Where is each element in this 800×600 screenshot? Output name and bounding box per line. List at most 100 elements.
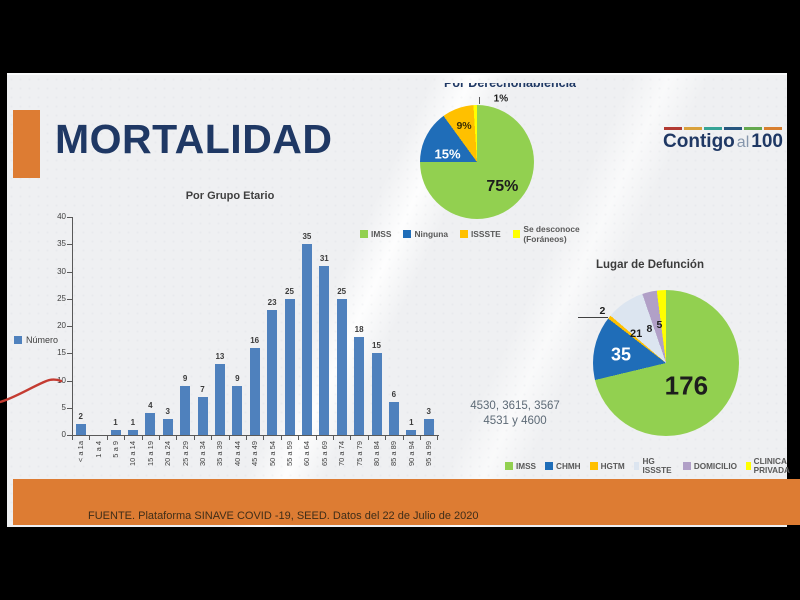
x-category-label-text: 55 a 59 — [285, 441, 294, 467]
legend-item-Ninguna: Ninguna — [403, 229, 448, 239]
note-line-2: 4531 y 4600 — [483, 415, 547, 427]
x-tick-mark — [124, 435, 126, 440]
x-tick-mark — [280, 435, 282, 440]
legend-swatch — [403, 230, 412, 238]
x-category-label-text: 85 a 89 — [389, 441, 399, 467]
logo-line-segment — [684, 127, 702, 130]
x-tick-mark — [228, 435, 230, 440]
bar-value-label: 13 — [215, 352, 225, 362]
pie-label-DOMICILIO: 8 — [646, 323, 653, 336]
pie2-legend: IMSS CHMH HGTM HG ISSSTE DOMICILIO CLINICA PR… — [505, 457, 795, 475]
legend-label: HGTM — [600, 461, 625, 471]
x-tick-mark — [141, 435, 143, 440]
bar-chart-title: Por Grupo Etario — [185, 190, 275, 202]
bar-value-label: 4 — [148, 401, 153, 411]
bar-value-label: 1 — [409, 417, 414, 427]
y-tick-label: 40 — [57, 212, 66, 221]
logo-line-segment — [764, 127, 782, 130]
y-tick-mark — [67, 353, 72, 355]
pie2-hgtm-leader-line — [578, 317, 608, 318]
footer-source-text: FUENTE. Plataforma SINAVE COVID -19, SEE… — [88, 510, 479, 522]
x-category-label-text: < a 1a — [76, 441, 86, 463]
x-tick-mark — [211, 435, 213, 440]
legend-label: CHMH — [556, 461, 581, 471]
bar-45 a 49 — [249, 347, 260, 435]
y-tick-mark — [67, 217, 72, 218]
x-tick-mark — [333, 435, 334, 440]
pie-label-Se desconoce (Foráneos): 1% — [493, 93, 509, 105]
x-category-label-text: 45 a 49 — [250, 441, 260, 467]
y-tick-mark — [67, 407, 72, 409]
pie-label-IMSS: 75% — [486, 178, 519, 196]
pie-label-CHMH: 35 — [611, 344, 632, 365]
legend-swatch-numero — [14, 336, 22, 344]
x-tick-mark — [420, 435, 421, 440]
x-category-label-text: 60 a 64 — [302, 441, 312, 467]
pie-label-IMSS: 176 — [664, 370, 709, 401]
y-tick-mark — [67, 435, 72, 436]
legend-label: HG ISSSTE — [642, 457, 672, 475]
bar-chart-por-grupo-etario: Por Grupo Etario Número 0 5 10 15 20 25 30 35 40… — [10, 188, 462, 480]
bar-65 a 69 — [319, 266, 330, 435]
pie2-title: Lugar de Defunción — [596, 259, 704, 271]
bar-value-label: 2 — [78, 412, 83, 422]
slide-title: MORTALIDAD — [55, 116, 333, 162]
y-tick-label: 0 — [61, 430, 66, 439]
logo-text: Contigo al 100 — [656, 131, 790, 153]
logo-line-segment — [724, 127, 742, 130]
logo-word-contigo: Contigo — [663, 131, 735, 152]
y-tick-mark — [67, 271, 72, 273]
bar-value-label: 23 — [267, 297, 277, 307]
legend-item-IMSS: IMSS — [505, 462, 536, 471]
bar-chart-legend: Número — [14, 335, 58, 345]
legend-swatch — [545, 462, 554, 470]
pie-label-HG ISSSTE: 21 — [630, 328, 643, 340]
pie-circle — [593, 290, 739, 436]
x-category-label-text: 50 a 54 — [267, 441, 277, 467]
x-category-label-text: 35 a 39 — [215, 441, 225, 467]
legend-swatch — [682, 462, 691, 470]
legend-label: DOMICILIO — [693, 461, 738, 471]
bar-value-label: 7 — [200, 384, 205, 394]
legend-item-ISSSTE: ISSSTE — [459, 229, 501, 239]
logo-word-100: 100 — [751, 131, 783, 152]
x-category-label-text: 40 a 44 — [232, 441, 242, 467]
pie-label-HGTM: 2 — [599, 304, 606, 317]
x-category-label-text: 1 a 4 — [93, 441, 103, 458]
y-tick-label: 30 — [57, 266, 66, 276]
legend-item-HGTM: HGTM — [589, 461, 625, 471]
legend-swatch — [512, 230, 521, 238]
x-tick-mark — [246, 435, 247, 440]
x-category-label-text: 15 a 19 — [145, 441, 155, 467]
logo-word-al: al — [736, 134, 750, 151]
x-axis-line — [72, 435, 440, 436]
bar-value-label: 9 — [235, 373, 240, 383]
bar-50 a 54 — [267, 309, 278, 435]
bar-value-label: 15 — [372, 341, 381, 351]
x-tick-mark — [385, 435, 387, 440]
bar-5 a 9 — [110, 429, 121, 435]
x-tick-mark — [315, 435, 317, 440]
bar-value-label: 16 — [250, 335, 260, 345]
y-tick-label: 20 — [57, 321, 66, 330]
legend-label-numero: Número — [26, 335, 59, 345]
pie-label-CLINICA PRIVADA: 5 — [656, 319, 663, 332]
y-tick-label: 5 — [61, 402, 66, 412]
x-category-label-text: 90 a 94 — [406, 441, 416, 467]
bar-55 a 59 — [284, 298, 295, 435]
title-accent-bar — [13, 110, 40, 178]
bar-value-label: 9 — [182, 373, 188, 383]
legend-label: ISSSTE — [470, 229, 501, 239]
legend-item-IMSS: IMSS — [360, 229, 391, 239]
bar-< a 1a — [75, 424, 86, 435]
bar-80 a 84 — [371, 353, 382, 435]
bar-25 a 29 — [180, 385, 191, 435]
x-category-label-text: 65 a 69 — [319, 441, 329, 467]
legend-swatch — [505, 462, 513, 470]
legend-swatch — [360, 230, 368, 238]
legend-swatch — [589, 462, 598, 470]
x-tick-mark — [350, 435, 352, 440]
pie-circle — [420, 105, 534, 219]
bar-value-label: 35 — [302, 232, 312, 242]
